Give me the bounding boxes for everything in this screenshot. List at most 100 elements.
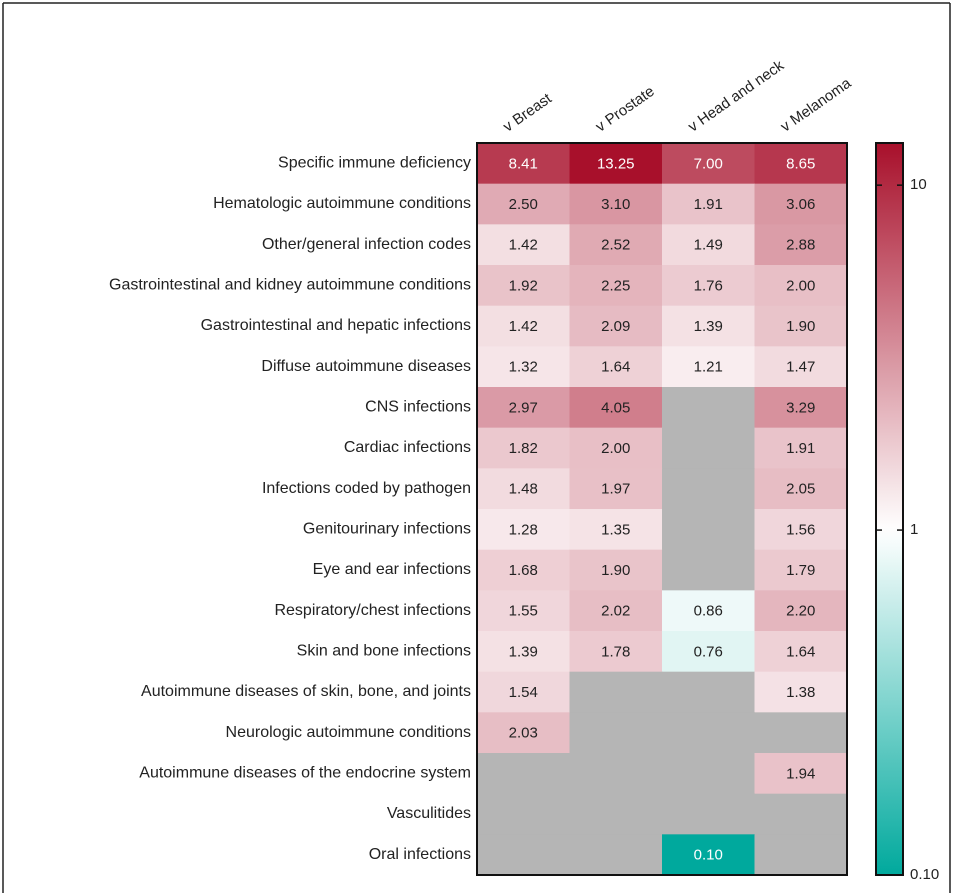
cell	[477, 468, 570, 510]
cell	[754, 143, 848, 185]
missing-cell	[754, 712, 848, 754]
row-label: Infections coded by pathogen	[262, 480, 471, 497]
row-label: Neurologic autoimmune conditions	[226, 724, 471, 741]
cell	[569, 224, 663, 266]
cell	[754, 753, 848, 795]
cell	[477, 427, 570, 469]
cell-label: 2.02	[601, 603, 630, 620]
cell	[477, 305, 570, 347]
cell	[754, 631, 848, 673]
cell-label: 1.39	[509, 643, 538, 660]
cell	[477, 346, 570, 388]
cell	[569, 549, 663, 591]
missing-cell	[477, 793, 570, 835]
cell	[569, 346, 663, 388]
row-label: Autoimmune diseases of the endocrine sys…	[139, 765, 471, 782]
cell	[569, 509, 663, 551]
cell-label: 1.48	[509, 481, 538, 498]
cell-label: 1.21	[694, 359, 723, 376]
cell	[662, 183, 755, 225]
missing-cell	[754, 793, 848, 835]
cell	[754, 265, 848, 307]
cell-label: 1.94	[786, 765, 815, 782]
row-label: Gastrointestinal and kidney autoimmune c…	[109, 277, 471, 294]
missing-cell	[477, 834, 570, 876]
cell-label: 2.00	[601, 440, 630, 457]
cell-label: 1.47	[786, 359, 815, 376]
cell-label: 1.97	[601, 481, 630, 498]
cell-label: 1.42	[509, 237, 538, 254]
cell-label: 1.78	[601, 643, 630, 660]
cell	[569, 427, 663, 469]
cell-label: 1.56	[786, 521, 815, 538]
cell	[477, 387, 570, 429]
cell	[754, 224, 848, 266]
cell-label: 1.32	[509, 359, 538, 376]
missing-cell	[477, 753, 570, 795]
colorbar-tick-label: 10	[910, 176, 927, 193]
row-label: Cardiac infections	[344, 439, 471, 456]
column-label: v Melanoma	[778, 74, 855, 135]
row-label: Genitourinary infections	[303, 521, 471, 538]
cell-label: 1.91	[786, 440, 815, 457]
cell-label: 2.50	[509, 196, 538, 213]
cell-label: 1.68	[509, 562, 538, 579]
row-label: Respiratory/chest infections	[274, 602, 471, 619]
cell-label: 0.76	[694, 643, 723, 660]
cell-label: 1.90	[786, 318, 815, 335]
cell-label: 1.35	[601, 521, 630, 538]
cell	[754, 387, 848, 429]
cell	[569, 468, 663, 510]
cell-label: 8.41	[509, 155, 538, 172]
missing-cell	[662, 793, 755, 835]
missing-cell	[662, 712, 755, 754]
cell	[662, 590, 755, 632]
cell	[569, 183, 663, 225]
cell-label: 1.91	[694, 196, 723, 213]
cell-label: 2.52	[601, 237, 630, 254]
cell	[477, 549, 570, 591]
missing-cell	[754, 834, 848, 876]
cell-label: 1.82	[509, 440, 538, 457]
cell-label: 3.29	[786, 399, 815, 416]
cell	[662, 224, 755, 266]
cell-label: 2.00	[786, 277, 815, 294]
row-label: Hematologic autoimmune conditions	[213, 195, 471, 212]
cell	[569, 590, 663, 632]
cell	[754, 305, 848, 347]
cell	[662, 346, 755, 388]
cell	[754, 427, 848, 469]
heatmap-border	[476, 142, 848, 876]
row-label: Specific immune deficiency	[278, 155, 471, 172]
cell	[477, 183, 570, 225]
missing-cell	[662, 753, 755, 795]
missing-cell	[662, 509, 755, 551]
cell	[754, 346, 848, 388]
missing-cell	[569, 712, 663, 754]
row-label: Oral infections	[369, 846, 471, 863]
cell-label: 1.79	[786, 562, 815, 579]
cell-label: 0.10	[694, 847, 723, 864]
cell-label: 2.88	[786, 237, 815, 254]
cell-label: 8.65	[786, 155, 815, 172]
cell	[477, 143, 570, 185]
cell-label: 1.38	[786, 684, 815, 701]
cell-label: 1.54	[509, 684, 538, 701]
cell	[477, 509, 570, 551]
cell	[662, 834, 755, 876]
cell-label: 2.25	[601, 277, 630, 294]
cell-label: 1.90	[601, 562, 630, 579]
cell	[754, 549, 848, 591]
row-label: Autoimmune diseases of skin, bone, and j…	[141, 683, 471, 700]
cell-label: 7.00	[694, 155, 723, 172]
missing-cell	[569, 753, 663, 795]
row-label: Diffuse autoimmune diseases	[261, 358, 471, 375]
cell	[754, 590, 848, 632]
column-label: v Prostate	[593, 83, 658, 136]
cell-label: 2.05	[786, 481, 815, 498]
cell	[662, 143, 755, 185]
row-label: Eye and ear infections	[313, 561, 471, 578]
cell-label: 1.92	[509, 277, 538, 294]
cell	[662, 631, 755, 673]
